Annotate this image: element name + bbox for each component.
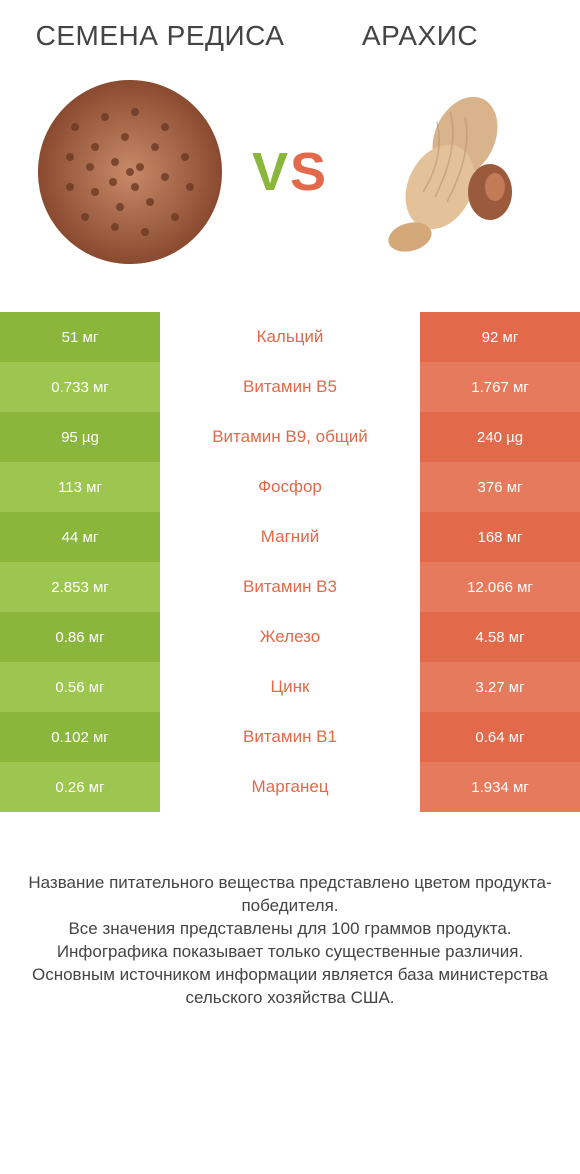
right-value: 1.934 мг	[420, 762, 580, 812]
nutrient-label: Фосфор	[160, 462, 420, 512]
left-value: 51 мг	[0, 312, 160, 362]
right-product-image	[350, 72, 550, 272]
right-value: 240 µg	[420, 412, 580, 462]
vs-v: V	[252, 142, 290, 202]
table-row: 0.102 мгВитамин B10.64 мг	[0, 712, 580, 762]
left-product-image	[30, 72, 230, 272]
nutrient-label: Витамин B9, общий	[160, 412, 420, 462]
left-value: 0.86 мг	[0, 612, 160, 662]
nutrient-label: Цинк	[160, 662, 420, 712]
right-value: 4.58 мг	[420, 612, 580, 662]
nutrient-label: Витамин B1	[160, 712, 420, 762]
table-row: 0.26 мгМарганец1.934 мг	[0, 762, 580, 812]
nutrient-label: Кальций	[160, 312, 420, 362]
table-row: 0.86 мгЖелезо4.58 мг	[0, 612, 580, 662]
left-value: 0.733 мг	[0, 362, 160, 412]
nutrient-label: Витамин B3	[160, 562, 420, 612]
left-value: 44 мг	[0, 512, 160, 562]
right-value: 376 мг	[420, 462, 580, 512]
header: Семена редиса Арахис	[0, 0, 580, 62]
footer-line: Основным источником информации является …	[20, 964, 560, 1010]
infographic-container: Семена редиса Арахис	[0, 0, 580, 1030]
left-value: 2.853 мг	[0, 562, 160, 612]
right-value: 12.066 мг	[420, 562, 580, 612]
right-product-title: Арахис	[290, 20, 550, 52]
left-value: 0.102 мг	[0, 712, 160, 762]
right-value: 0.64 мг	[420, 712, 580, 762]
table-row: 113 мгФосфор376 мг	[0, 462, 580, 512]
left-value: 95 µg	[0, 412, 160, 462]
footer-line: Инфографика показывает только существенн…	[20, 941, 560, 964]
nutrient-label: Железо	[160, 612, 420, 662]
table-row: 2.853 мгВитамин B312.066 мг	[0, 562, 580, 612]
radish-seeds-icon	[35, 77, 225, 267]
table-row: 0.56 мгЦинк3.27 мг	[0, 662, 580, 712]
peanut-icon	[365, 77, 535, 267]
right-value: 92 мг	[420, 312, 580, 362]
table-row: 0.733 мгВитамин B51.767 мг	[0, 362, 580, 412]
images-row: VS	[0, 62, 580, 312]
nutrient-label: Магний	[160, 512, 420, 562]
vs-label: VS	[252, 141, 328, 203]
left-value: 0.26 мг	[0, 762, 160, 812]
table-row: 44 мгМагний168 мг	[0, 512, 580, 562]
right-value: 1.767 мг	[420, 362, 580, 412]
comparison-table: 51 мгКальций92 мг0.733 мгВитамин B51.767…	[0, 312, 580, 812]
left-product-title: Семена редиса	[30, 20, 290, 52]
footer-text: Название питательного вещества представл…	[0, 812, 580, 1030]
table-row: 51 мгКальций92 мг	[0, 312, 580, 362]
left-value: 0.56 мг	[0, 662, 160, 712]
left-value: 113 мг	[0, 462, 160, 512]
table-row: 95 µgВитамин B9, общий240 µg	[0, 412, 580, 462]
nutrient-label: Витамин B5	[160, 362, 420, 412]
right-value: 168 мг	[420, 512, 580, 562]
right-value: 3.27 мг	[420, 662, 580, 712]
vs-s: S	[290, 142, 328, 202]
footer-line: Все значения представлены для 100 граммо…	[20, 918, 560, 941]
nutrient-label: Марганец	[160, 762, 420, 812]
footer-line: Название питательного вещества представл…	[20, 872, 560, 918]
